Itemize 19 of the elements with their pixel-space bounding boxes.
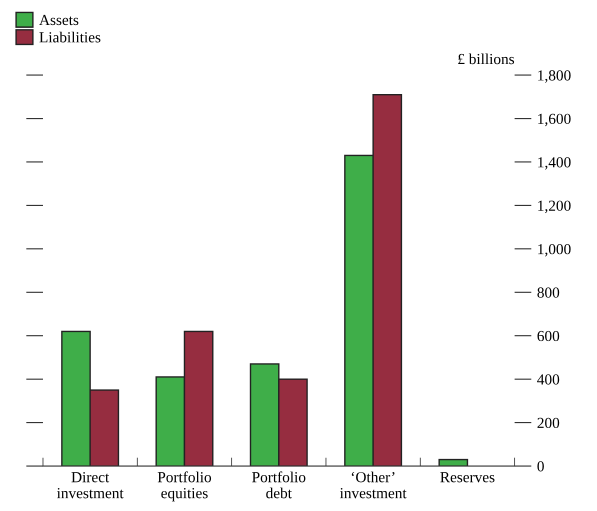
legend-label: Liabilities xyxy=(39,32,100,42)
x-tick-label: ‘Other’ investment xyxy=(340,472,407,498)
y-tick-label: 1,000 xyxy=(538,244,571,257)
bar xyxy=(438,458,468,466)
y-tick-label: 600 xyxy=(537,330,560,342)
y-tick-label: 800 xyxy=(537,287,560,298)
y-tick-label: 1,400 xyxy=(538,157,571,170)
y-tick-label: 200 xyxy=(538,418,560,428)
y-tick-label: 1,200 xyxy=(538,200,571,214)
legend-label: Assets xyxy=(39,14,78,26)
x-tick-label: Portfolio debt xyxy=(252,471,306,498)
y-tick-label: 0 xyxy=(537,461,544,472)
y-axis-title: £ billions xyxy=(458,53,514,64)
y-tick-label: 1,800 xyxy=(538,70,571,83)
x-tick-label: Portfolio equities xyxy=(158,471,212,502)
y-tick-label: 400 xyxy=(537,374,560,385)
x-tick-label: Reserves xyxy=(440,472,494,482)
y-tick-label: 1,600 xyxy=(538,114,571,126)
x-tick-label: Direct investment xyxy=(56,472,124,498)
